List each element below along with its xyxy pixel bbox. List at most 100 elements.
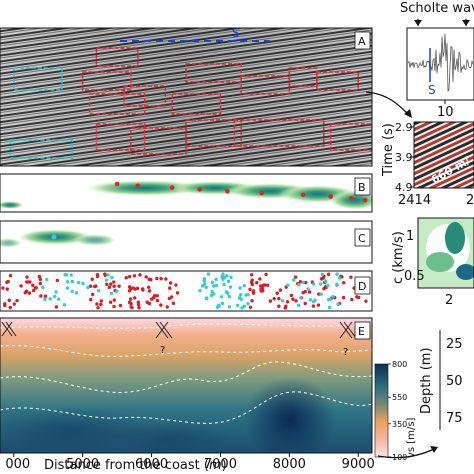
panel-d-point xyxy=(155,276,159,281)
panel-d-point xyxy=(136,303,141,307)
panel-b-point xyxy=(169,185,175,190)
x-axis-title: Distance from the coast (m) xyxy=(44,458,227,473)
panel-d-point xyxy=(109,282,113,286)
panel-a-tag-box xyxy=(354,31,371,50)
panel-d-point xyxy=(99,299,103,303)
panel-b: B xyxy=(0,173,373,213)
velocity-contour xyxy=(0,391,372,424)
panel-d-point xyxy=(159,303,163,307)
panel-d-point xyxy=(341,295,346,300)
colorbar xyxy=(374,363,389,458)
panel-d-point xyxy=(110,275,114,280)
panel-d-point xyxy=(90,292,95,297)
panel-d-point xyxy=(15,298,19,303)
panel-d-point xyxy=(328,297,332,302)
panel-d-point xyxy=(138,273,142,277)
panel-b-tag-box xyxy=(354,177,371,196)
panel-d-point xyxy=(335,282,339,287)
x-tick-label: 9000 xyxy=(342,457,375,472)
panel-d-point xyxy=(95,302,99,306)
gather-x-tick: 2 xyxy=(466,193,474,208)
colorbar-tick-label: 550 xyxy=(392,393,407,402)
panel-d: D xyxy=(0,270,373,312)
panel-d-point xyxy=(64,273,69,277)
panel-b-point xyxy=(259,190,265,196)
panel-d-point xyxy=(168,281,173,285)
red-window-box xyxy=(95,47,139,67)
panel-d-point xyxy=(307,290,312,294)
panel-d-point xyxy=(81,281,85,286)
red-window-box xyxy=(81,71,132,91)
panel-d-point xyxy=(56,297,61,301)
panel-d-point xyxy=(112,304,116,309)
panel-d-point xyxy=(23,291,27,295)
panel-d-point xyxy=(239,297,244,301)
panel-d-point xyxy=(251,291,256,295)
panel-d-point xyxy=(301,290,305,295)
colorbar-tick-label: 350 xyxy=(392,420,407,429)
panel-d-point xyxy=(229,275,233,280)
time-ticks: 2.9 3.9 4.9 xyxy=(395,121,414,194)
panel-d-point xyxy=(41,285,45,289)
panel-d-point xyxy=(337,276,342,280)
panel-c-tag-box xyxy=(354,228,371,247)
panel-d-point xyxy=(304,280,308,285)
link-arrow xyxy=(365,91,411,117)
panel-d-point xyxy=(99,302,103,307)
panel-d-point xyxy=(128,297,133,301)
time-tick-label: 3.9 xyxy=(395,151,413,164)
red-window-box xyxy=(185,63,242,83)
panel-d-point xyxy=(152,294,157,298)
dispersion-axis-label: c (km/s) xyxy=(391,231,406,284)
panel-d-point xyxy=(296,303,301,308)
panel-d-point xyxy=(326,283,330,288)
panel-d-point xyxy=(277,296,281,301)
red-window-box xyxy=(288,67,318,87)
gather-panel: 660 m/ 2.93.94.9 Time (s) 2414 2 xyxy=(381,121,474,208)
panel-d-point xyxy=(25,275,29,279)
x-tick-label: 6000 xyxy=(135,457,168,472)
panel-d-point xyxy=(48,297,52,301)
panel-d-point xyxy=(74,291,79,295)
panel-d-point xyxy=(124,276,129,280)
panel-d-point xyxy=(311,282,316,286)
panel-d-point xyxy=(250,299,254,303)
panel-d-point xyxy=(144,275,148,279)
panel-d-point xyxy=(86,285,90,290)
panel-a: S A xyxy=(0,26,373,167)
panel-d-point xyxy=(292,278,296,282)
question-mark: ? xyxy=(343,347,348,358)
panel-d-point xyxy=(265,283,270,287)
panel-d-point xyxy=(159,276,163,281)
panel-b-point xyxy=(349,196,354,201)
panel-d-point xyxy=(222,282,226,287)
panel-d-point xyxy=(306,287,310,291)
x-axis: 000 5000 6000 7000 8000 9000 xyxy=(0,452,375,472)
s-phase-label: S xyxy=(232,26,240,40)
panel-d-point xyxy=(96,305,100,310)
panel-d-point xyxy=(301,280,305,285)
panel-c-point xyxy=(51,234,57,240)
panel-d-point xyxy=(291,297,295,301)
panel-c: C xyxy=(0,220,373,264)
panel-d-point xyxy=(34,285,38,290)
panel-d-point xyxy=(215,305,220,309)
panel-d-point xyxy=(19,284,23,288)
panel-d-point xyxy=(221,272,225,276)
panel-d-point xyxy=(171,301,176,305)
panel-d-point xyxy=(259,289,263,293)
panel-d-point xyxy=(175,291,180,295)
panel-d-point xyxy=(280,299,285,303)
panel-c-tag: C xyxy=(358,232,366,245)
panel-d-point xyxy=(285,300,290,304)
panel-b-point xyxy=(362,197,368,203)
scholte-trace-panel: Scholte wav S 10 xyxy=(400,1,474,120)
panel-d-point xyxy=(293,275,298,279)
panel-d-point xyxy=(62,303,67,307)
panel-d-point xyxy=(255,281,259,285)
time-tick-label: 2.9 xyxy=(395,121,413,134)
panel-d-point xyxy=(127,274,132,279)
red-window-box xyxy=(123,85,167,107)
panel-d-point xyxy=(141,288,145,292)
